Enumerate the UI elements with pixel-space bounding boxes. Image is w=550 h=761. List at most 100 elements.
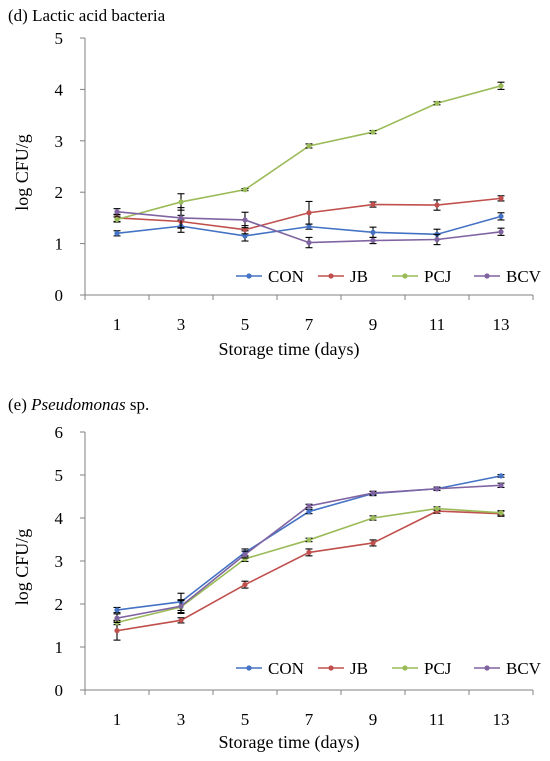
panel-d-legend-bcv-marker xyxy=(484,273,490,279)
panel-e-y-tick-label: 1 xyxy=(55,638,64,657)
panel-e-series-jb-point xyxy=(306,549,312,556)
panel-e-legend-pcj-marker xyxy=(402,665,408,671)
panel-e-series-jb-point xyxy=(242,582,248,588)
panel-d-x-tick-label: 9 xyxy=(369,315,378,334)
panel-d-y-axis-title: log CFU/g xyxy=(12,134,32,211)
panel-e-series-pcj-line xyxy=(116,507,502,624)
panel-d-y-tick-label: 1 xyxy=(55,235,64,254)
panel-e-y-tick-label: 4 xyxy=(55,509,64,528)
panel-d-x-tick-label: 7 xyxy=(305,315,314,334)
panel-d-series-jb-point xyxy=(242,227,248,233)
panel-d-series-pcj-point xyxy=(178,199,184,205)
panel-e-y-tick-label: 3 xyxy=(55,552,64,571)
panel-d-series-con-point xyxy=(114,230,120,236)
panel-d-series-con-point xyxy=(306,224,312,230)
panel-e-x-tick-label: 13 xyxy=(493,710,510,729)
panel-e-y-tick-label: 0 xyxy=(55,681,64,700)
panel-d-series-jb-point xyxy=(498,195,504,201)
panel-e-series-jb-point xyxy=(370,540,376,546)
panel-e-x-tick-label: 3 xyxy=(177,710,186,729)
panel-d-series-bcv-point xyxy=(242,217,248,223)
panel-d-x-tick-label: 1 xyxy=(113,315,122,334)
panel-d-series-pcj-point xyxy=(434,100,440,106)
panel-d-x-tick-label: 13 xyxy=(493,315,510,334)
panel-e-series-bcv-point xyxy=(498,482,504,488)
panel-d-legend-bcv-label: BCV xyxy=(506,267,542,286)
panel-e-series-jb-line xyxy=(116,510,502,632)
panel-e-series-bcv-point xyxy=(114,615,120,621)
panel-d-label: (d) Lactic acid bacteria xyxy=(8,6,166,25)
panel-e-series-bcv-point xyxy=(434,486,440,492)
panel-d-series-pcj-line xyxy=(116,85,502,221)
panel-e-label-suffix: sp. xyxy=(125,395,150,414)
panel-d-legend-jb-label: JB xyxy=(350,267,368,286)
panel-e-label-italic: Pseudomonas xyxy=(31,395,126,414)
panel-e-legend-jb-label: JB xyxy=(350,659,368,678)
panel-e-series-bcv-point xyxy=(242,551,248,558)
panel-e-series-bcv-point xyxy=(370,490,376,496)
panel-e-x-tick-label: 1 xyxy=(113,710,122,729)
panel-e-x-tick-label: 11 xyxy=(429,710,445,729)
panel-e-series-jb-point xyxy=(178,617,184,623)
panel-d-legend-con-label: CON xyxy=(268,267,304,286)
panel-e-series-con-point xyxy=(306,508,312,515)
panel-d-y-tick-label: 2 xyxy=(55,183,64,202)
panel-d-legend-con-marker xyxy=(246,273,252,279)
panel-e-series-jb-point xyxy=(114,628,120,634)
panel-e-legend-con-marker xyxy=(246,665,252,671)
panel-d-series-con-point xyxy=(498,213,504,219)
panel-e-series-con-point xyxy=(498,473,504,479)
panel-d-y-tick-label: 3 xyxy=(55,132,64,151)
panel-e-x-tick-label: 9 xyxy=(369,710,378,729)
panel-d-series-pcj-point xyxy=(306,143,312,149)
panel-d-series-pcj-point xyxy=(498,83,504,89)
panel-d-series-bcv-point xyxy=(498,229,504,235)
panel-e-legend-jb-marker xyxy=(328,665,334,671)
panel-d-series-con-point xyxy=(370,229,376,235)
panel-d-series-jb-point xyxy=(434,202,440,208)
panel-e-y-tick-label: 5 xyxy=(55,466,64,485)
panel-e-legend-bcv-label: BCV xyxy=(506,659,542,678)
panel-d-series-bcv-point xyxy=(114,209,120,215)
panel-e-legend-bcv-marker xyxy=(484,665,490,671)
panel-e-series-bcv-point xyxy=(178,603,184,609)
panel-d-series-jb-point xyxy=(370,201,376,208)
panel-d-legend-jb-marker xyxy=(328,273,334,279)
panel-d-series-bcv-point xyxy=(434,236,440,243)
panel-d-legend-pcj-marker xyxy=(402,273,408,279)
panel-e-series-con-point xyxy=(114,607,120,613)
panel-e-y-tick-label: 2 xyxy=(55,595,64,614)
panel-d-series-pcj-point xyxy=(242,187,248,193)
panel-e-y-axis-title: log CFU/g xyxy=(12,529,32,606)
panel-e-series-pcj-point xyxy=(434,505,440,512)
panel-e-x-tick-label: 5 xyxy=(241,710,250,729)
panel-e-series-pcj-point xyxy=(370,515,376,521)
panel-e-series-pcj-point xyxy=(498,510,504,516)
panel-d-series-bcv-point xyxy=(306,239,312,246)
panel-d-x-tick-label: 3 xyxy=(177,315,186,334)
panel-e-y-tick-label: 6 xyxy=(55,423,64,442)
panel-d-x-tick-label: 5 xyxy=(241,315,250,334)
panel-d-series-jb-point xyxy=(306,210,312,216)
panel-e-x-tick-label: 7 xyxy=(305,710,314,729)
panel-e-legend-con-label: CON xyxy=(268,659,304,678)
panel-d-x-tick-label: 11 xyxy=(429,315,445,334)
panel-d-y-tick-label: 4 xyxy=(55,80,64,99)
panel-e-series-pcj-point xyxy=(306,537,312,543)
panel-d-series-bcv-point xyxy=(370,237,376,244)
panel-d-series-con-point xyxy=(242,233,248,239)
panel-e-legend-pcj-label: PCJ xyxy=(424,659,452,678)
panel-d-series-pcj-point xyxy=(370,129,376,135)
panel-d-y-tick-label: 0 xyxy=(55,286,64,305)
panel-d-legend-pcj-label: PCJ xyxy=(424,267,452,286)
panel-d-y-tick-label: 5 xyxy=(55,29,64,48)
panel-d-series-pcj-point xyxy=(114,216,120,223)
panel-e-series-bcv-point xyxy=(306,503,312,509)
panel-d-series-bcv-point xyxy=(178,215,184,221)
panel-e-series-con-line xyxy=(116,475,502,611)
panel-e-x-axis-title: Storage time (days) xyxy=(219,732,360,753)
panel-e-label: (e) Pseudomonas sp. xyxy=(8,395,149,415)
panel-d-x-axis-title: Storage time (days) xyxy=(219,339,360,360)
